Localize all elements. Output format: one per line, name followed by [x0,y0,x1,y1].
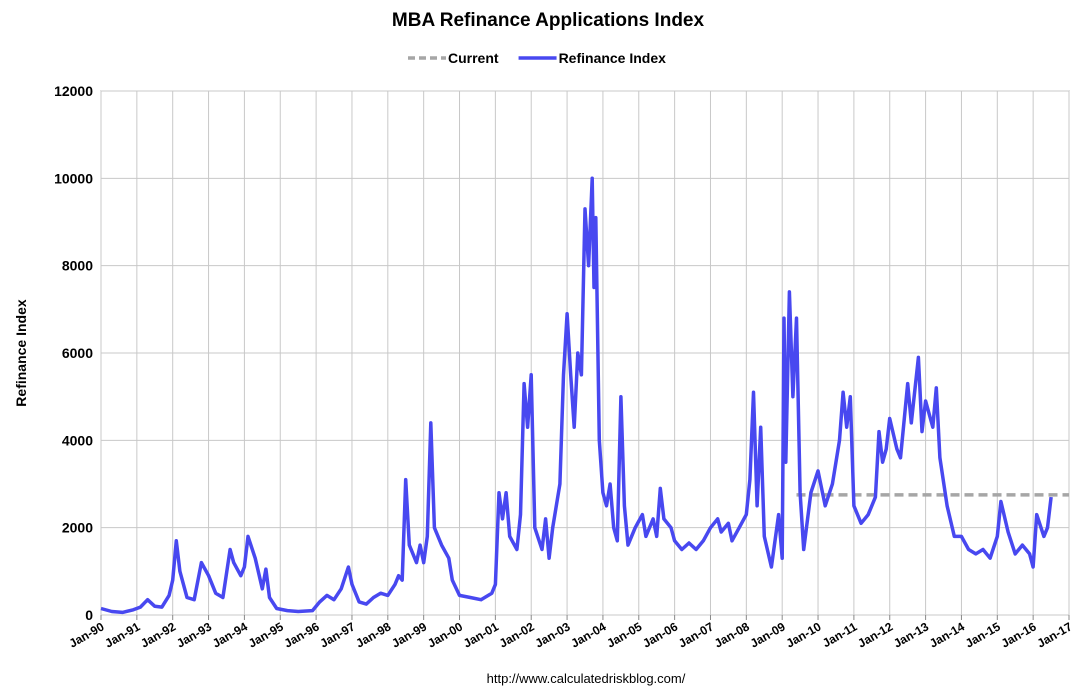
x-tick-label: Jan-02 [497,619,537,650]
chart-title: MBA Refinance Applications Index [392,10,705,31]
x-tick-label: Jan-03 [533,619,573,650]
x-tick-label: Jan-06 [640,619,680,650]
x-tick-label: Jan-07 [676,619,716,650]
x-tick-label: Jan-96 [282,619,322,650]
x-tick-label: Jan-90 [67,619,107,650]
source: http://www.calculatedriskblog.com/ [487,671,686,686]
line [100,176,1053,615]
x-tick-label: Jan-04 [568,619,608,650]
legend-label: Current [448,50,499,66]
x-tick-label: Jan-01 [461,619,501,650]
x-tick-label: Jan-92 [138,619,178,650]
y-tick-label: 12000 [54,83,93,99]
x-tick-label: Jan-08 [712,619,752,650]
x-tick-label: Jan-12 [855,619,895,650]
x-tick-label: Jan-99 [389,619,429,650]
x-tick-label: Jan-17 [1035,619,1075,650]
x-tick-label: Jan-91 [102,619,142,650]
x-tick-label: Jan-11 [820,619,860,650]
x-tick-label: Jan-10 [784,619,824,650]
x-tick-label: Jan-95 [246,619,286,650]
x-tick-label: Jan-14 [927,619,967,650]
x-tick-label: Jan-09 [748,619,788,650]
y-tick-label: 6000 [62,345,93,361]
y-tick-label: 10000 [54,170,93,186]
y-tick-label: 8000 [62,258,93,274]
y-tick-label: 0 [85,607,93,623]
x-tick-label: Jan-98 [353,619,393,650]
y-axis-label: Refinance Index [13,299,29,407]
x-tick-label: Jan-15 [963,619,1003,650]
x-tick-label: Jan-13 [891,619,931,650]
y-tick-label: 4000 [62,432,93,448]
x-tick-label: Jan-05 [604,619,644,650]
x-tick-label: Jan-94 [210,619,250,650]
x-tick-label: Jan-00 [425,619,465,650]
x-tick-label: Jan-97 [318,619,358,650]
x-tick-label: Jan-93 [174,619,214,650]
legend-label: Refinance Index [559,50,667,66]
y-tick-label: 2000 [62,520,93,536]
x-tick-label: Jan-16 [999,619,1039,650]
